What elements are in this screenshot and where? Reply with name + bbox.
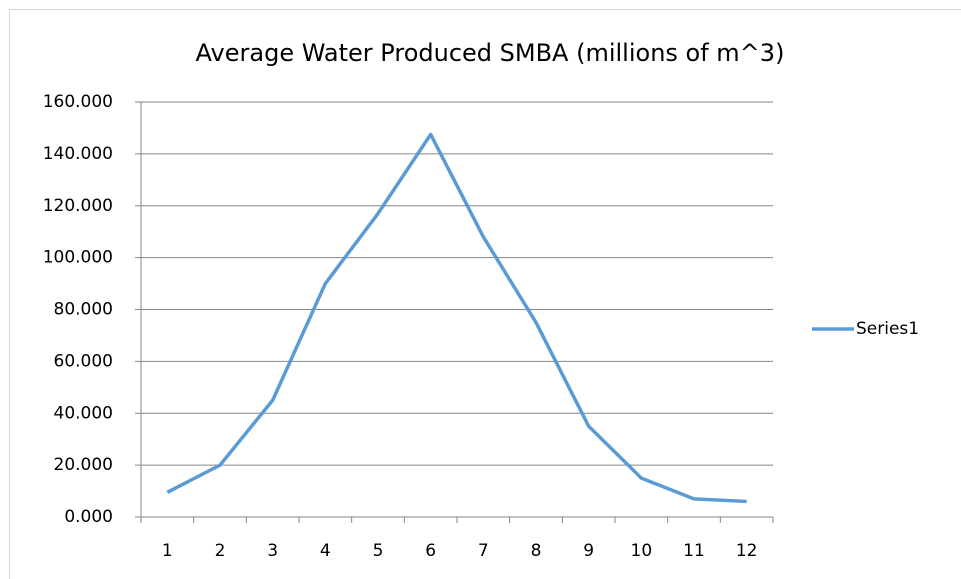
x-tick-label: 4 [320,541,331,561]
x-tick-label: 6 [425,541,436,561]
x-tick-label: 9 [583,541,594,561]
y-tick-label: 120.000 [43,196,113,216]
y-tick-label: 20.000 [54,455,113,475]
y-tick-label: 140.000 [43,144,113,164]
x-tick-label: 3 [267,541,278,561]
y-tick-label: 100.000 [43,248,113,268]
y-tick-label: 40.000 [54,403,113,423]
x-tick-label: 7 [478,541,489,561]
y-tick-label: 160.000 [43,92,113,112]
x-tick-label: 11 [683,541,705,561]
x-tick-label: 5 [373,541,384,561]
legend-label: Series1 [856,319,919,339]
x-tick-label: 12 [736,541,758,561]
y-tick-label: 60.000 [54,351,113,371]
x-tick-label: 8 [531,541,542,561]
y-tick-label: 0.000 [64,507,113,527]
series-line [166,132,747,504]
y-tick-label: 80.000 [54,300,113,320]
chart-title: Average Water Produced SMBA (millions of… [196,39,785,67]
x-tick-label: 1 [162,541,173,561]
x-tick-label: 10 [631,541,653,561]
x-tick-label: 2 [215,541,226,561]
chart-border [9,9,961,579]
